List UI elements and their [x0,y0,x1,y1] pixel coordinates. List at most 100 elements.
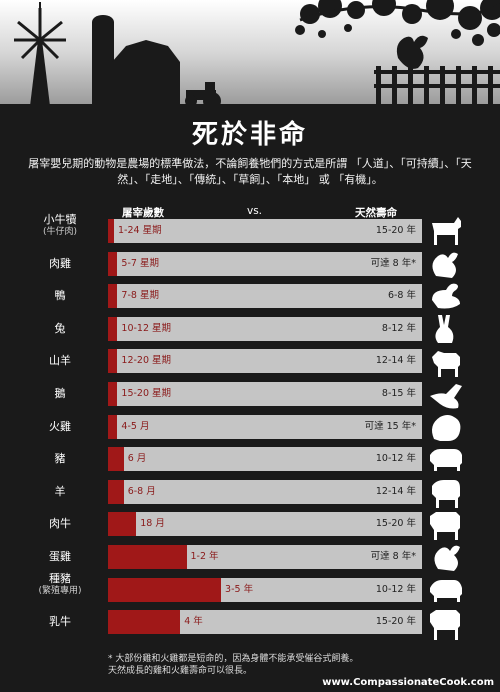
animal-note: (牛仔肉) [42,227,78,237]
lifespan-track [108,512,422,537]
animal-name: 豬 [54,452,66,466]
slaughter-age-label: 1-2 年 [190,551,219,562]
footnote: * 大部份雞和火雞都是短命的，因為身體不能承受催谷式飼養。 天然成長的雞和火雞壽… [108,653,488,677]
hen-icon [434,545,460,571]
slaughter-bar [108,447,124,472]
animal-name: 肉雞 [49,256,71,270]
row-label: 豬 [20,452,100,465]
animal-name: 小牛犢 [43,213,77,226]
natural-lifespan-label: 8-12 年 [381,322,416,334]
animal-name: 山羊 [49,354,71,368]
animal-name: 兔 [54,321,66,335]
slaughter-age-label: 6-8 月 [127,485,156,497]
natural-lifespan-label: 10-12 年 [375,453,416,465]
row-label: 小牛犢 (牛仔肉) [20,213,100,239]
natural-lifespan-label: 15-20 年 [375,616,416,628]
lifespan-track [108,382,422,406]
slaughter-bar [108,349,118,374]
natural-lifespan-label: 8-15 年 [381,388,416,399]
row-label: 蛋雞 [20,550,100,563]
animal-name: 種豬 [49,571,71,585]
natural-lifespan-label: 12-14 年 [375,355,416,367]
row-label: 火雞 [20,420,100,433]
lifespan-track [108,414,422,439]
slaughter-age-label: 15-20 星期 [121,388,172,399]
lifespan-track [108,479,422,504]
slaughter-bar [108,479,124,504]
natural-lifespan-label: 可達 8 年* [370,551,416,562]
slaughter-bar [108,284,118,309]
animal-name: 火雞 [49,419,71,433]
row-label: 肉雞 [20,257,100,270]
slaughter-bar [108,219,114,243]
lifespan-track [108,284,422,309]
footnote-line-1: * 大部份雞和火雞都是短命的，因為身體不能承受催谷式飼養。 [108,654,359,664]
animal-name: 鴨 [54,289,66,303]
header-vs: vs. [247,205,263,217]
row-label: 山羊 [20,354,100,367]
slaughter-age-label: 7-8 星期 [121,290,159,302]
page-title: 死於非命 [191,120,308,150]
animal-name: 蛋雞 [49,550,71,563]
row-label: 鴨 [20,289,100,302]
natural-lifespan-label: 15-20 年 [375,225,416,236]
lifespan-track [108,316,422,341]
slaughter-age-label: 4 年 [184,616,203,628]
slaughter-bar [108,610,181,635]
row-label: 羊 [20,485,100,498]
natural-lifespan-label: 可達 15 年* [364,420,416,432]
farm-scene-icon [0,0,500,118]
lifespan-track [108,349,422,374]
slaughter-age-label: 3-5 年 [225,583,254,595]
slaughter-bar [108,414,118,439]
lifespan-track [108,251,422,276]
row-label: 鵝 [20,387,100,400]
goat-icon [432,351,460,378]
header-natural-lifespan: 天然壽命 [355,207,397,219]
row-label: 種豬 (繁殖專用) [20,572,100,598]
animal-note: (繁殖專用) [38,585,82,596]
chicken-icon [432,252,458,280]
row-label: 肉牛 [20,517,100,530]
lifespan-track [108,219,422,243]
animal-name: 鵝 [54,387,66,400]
farm-silhouette-banner [0,0,500,118]
duck-icon [432,283,460,309]
sheep-icon [432,479,460,508]
pig-icon [430,449,462,472]
lifespan-track [108,447,422,472]
animal-name: 乳牛 [49,615,71,629]
natural-lifespan-label: 10-12 年 [375,583,416,595]
sow-icon [430,579,462,602]
calf-icon [432,217,461,245]
natural-lifespan-label: 6-8 年 [387,290,416,302]
slaughter-age-label: 5-7 星期 [121,257,159,269]
cow-icon [430,512,460,541]
slaughter-bar [108,251,118,276]
slaughter-bar [108,545,187,569]
row-label: 兔 [20,322,100,335]
intro-text: 屠宰嬰兒期的動物是農場的標準做法，不論飼養牠們的方式是所謂 「人道」、「可持續」… [28,157,472,186]
slaughter-bar [108,382,118,406]
natural-lifespan-label: 12-14 年 [375,485,416,497]
slaughter-age-label: 1-24 星期 [118,225,162,236]
header-slaughter-age: 屠宰歲數 [122,207,164,219]
slaughter-age-label: 18 月 [140,518,165,530]
slaughter-age-label: 6 月 [127,453,147,465]
website-url[interactable]: www.CompassionateCook.com [322,677,494,688]
slaughter-age-label: 10-12 星期 [121,322,172,334]
slaughter-bar [108,512,137,537]
footnote-line-2: 天然成長的雞和火雞壽命可以很長。 [108,666,253,676]
natural-lifespan-label: 15-20 年 [375,518,416,530]
animal-name: 羊 [54,484,66,498]
dairy-cow-icon [430,610,460,641]
turkey-icon [432,414,461,441]
slaughter-bar [108,316,118,341]
animal-name: 肉牛 [49,517,71,531]
slaughter-bar [108,577,222,602]
natural-lifespan-label: 可達 8 年* [370,257,416,269]
goose-icon [430,384,462,409]
slaughter-age-label: 12-20 星期 [121,355,172,367]
row-label: 乳牛 [20,615,100,628]
rabbit-icon [435,314,454,343]
